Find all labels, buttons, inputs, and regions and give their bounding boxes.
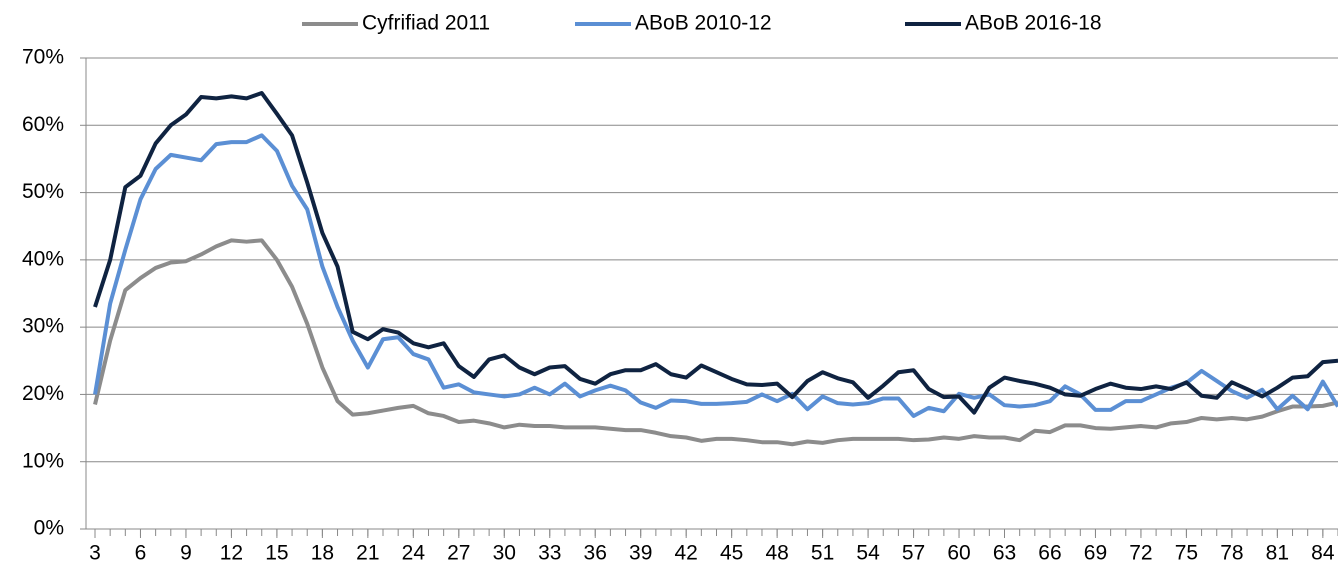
x-tick-label: 75 [1175,542,1198,565]
x-tick-label: 78 [1220,542,1243,565]
x-tick-label: 72 [1129,542,1152,565]
x-tick-label: 12 [220,542,243,565]
legend-label: ABoB 2016-18 [965,12,1102,35]
x-tick-label: 51 [811,542,834,565]
x-tick-label: 60 [947,542,970,565]
x-tick-label: 84 [1311,542,1335,565]
legend-label: Cyfrifiad 2011 [362,12,490,35]
x-tick-label: 27 [447,542,470,565]
x-tick-label: 45 [720,542,743,565]
x-tick-label: 54 [856,542,880,565]
x-tick-label: 30 [493,542,516,565]
y-tick-label: 20% [22,382,64,405]
x-tick-label: 69 [1084,542,1107,565]
x-tick-label: 39 [629,542,652,565]
x-tick-label: 18 [311,542,334,565]
x-tick-label: 63 [993,542,1016,565]
y-tick-label: 40% [22,247,64,270]
series-line [93,238,1338,447]
x-tick-label: 48 [765,542,788,565]
x-tick-label: 24 [402,542,426,565]
x-tick-label: 42 [675,542,698,565]
x-tick-label: 3 [89,542,101,565]
series-line [93,133,1338,418]
x-tick-label: 66 [1038,542,1061,565]
y-tick-label: 60% [22,113,64,136]
y-tick-label: 30% [22,315,64,338]
x-tick-label: 36 [584,542,607,565]
x-tick-label: 9 [180,542,192,565]
x-tick-label: 33 [538,542,561,565]
x-tick-label: 15 [265,542,288,565]
x-tick-label: 6 [135,542,147,565]
x-tick-label: 81 [1266,542,1289,565]
x-tick-label: 57 [902,542,925,565]
legend-label: ABoB 2010-12 [635,12,772,35]
y-tick-label: 10% [22,449,64,472]
x-tick-label: 21 [356,542,379,565]
y-tick-label: 70% [22,46,64,69]
y-tick-label: 0% [34,517,64,540]
series-line [93,90,1338,415]
y-tick-label: 50% [22,180,64,203]
